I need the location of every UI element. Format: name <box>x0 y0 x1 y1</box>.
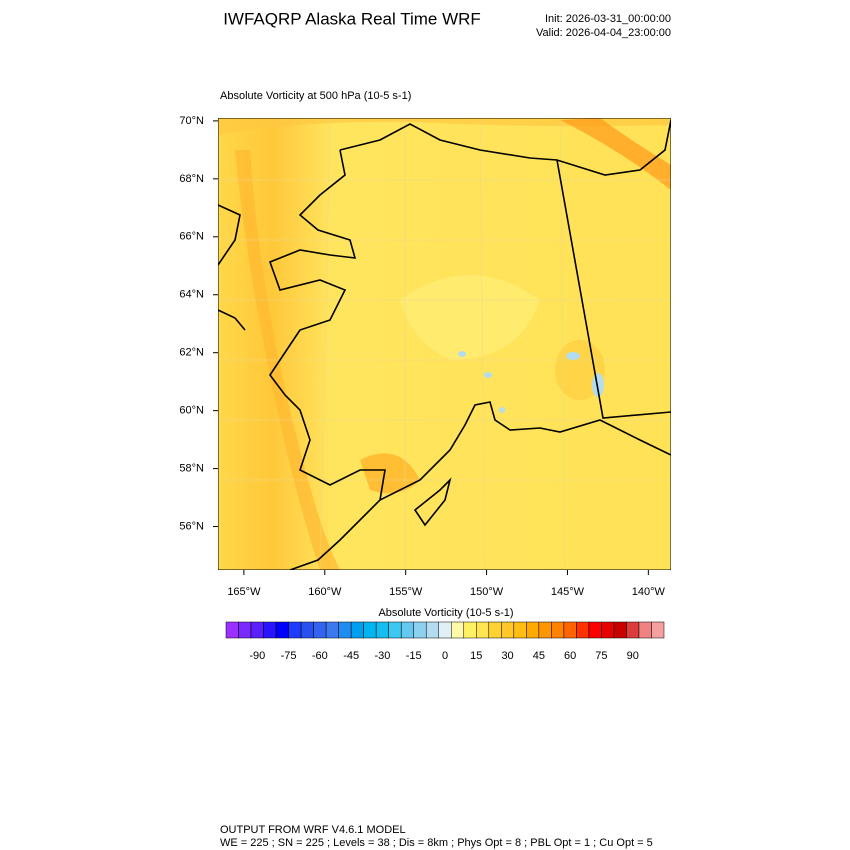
colorbar-box <box>338 621 352 639</box>
lat-tick-label: 64°N <box>179 289 204 301</box>
colorbar-box <box>438 621 452 639</box>
colorbar-box <box>513 621 527 639</box>
colorbar-box <box>400 621 414 639</box>
lat-tick-label: 66°N <box>179 231 204 243</box>
lat-tick-label: 68°N <box>179 173 204 185</box>
lat-tick-label: 62°N <box>179 347 204 359</box>
colorbar-box <box>601 621 615 639</box>
lat-tick-label: 56°N <box>179 520 204 532</box>
lon-tick-label: 165°W <box>227 586 261 598</box>
colorbar-tick-label: -15 <box>406 650 422 662</box>
colorbar-tick-label: -60 <box>312 650 328 662</box>
colorbar-box <box>275 621 289 639</box>
colorbar-box <box>613 621 627 639</box>
colorbar-tick-label: 30 <box>501 650 513 662</box>
lat-tick-label: 70°N <box>179 115 204 127</box>
colorbar-box <box>538 621 552 639</box>
colorbar-tick-label: -45 <box>343 650 359 662</box>
lon-tick-label: 150°W <box>470 586 504 598</box>
colorbar-label: Absolute Vorticity (10-5 s-1) <box>378 607 513 619</box>
colorbar-box <box>413 621 427 639</box>
valid-time: Valid: 2026-04-04_23:00:00 <box>536 27 671 39</box>
lon-tick-label: 145°W <box>551 586 585 598</box>
colorbar-box <box>425 621 439 639</box>
colorbar-box <box>463 621 477 639</box>
colorbar-box <box>638 621 652 639</box>
footer-line: OUTPUT FROM WRF V4.6.1 MODEL <box>220 824 406 836</box>
colorbar-box <box>375 621 389 639</box>
colorbar-box <box>588 621 602 639</box>
colorbar-tick-label: 75 <box>595 650 607 662</box>
footer-line: WE = 225 ; SN = 225 ; Levels = 38 ; Dis … <box>220 837 653 849</box>
lat-tick-label: 60°N <box>179 405 204 417</box>
colorbar-tick-label: 90 <box>627 650 639 662</box>
lon-tick-label: 155°W <box>389 586 423 598</box>
title: IWFAQRP Alaska Real Time WRF <box>223 9 481 28</box>
colorbar-box <box>300 621 314 639</box>
colorbar-tick-label: 0 <box>442 650 448 662</box>
colorbar-tick-label: -75 <box>281 650 297 662</box>
colorbar-tick-label: -90 <box>249 650 265 662</box>
lon-tick-label: 160°W <box>308 586 342 598</box>
colorbar-box <box>263 621 277 639</box>
map-field <box>218 118 671 570</box>
coastline <box>218 119 671 570</box>
colorbar-box <box>325 621 339 639</box>
colorbar-tick-label: 45 <box>533 650 545 662</box>
colorbar-tick-label: 60 <box>564 650 576 662</box>
colorbar-box <box>626 621 640 639</box>
colorbar-box <box>476 621 490 639</box>
colorbar-box <box>501 621 515 639</box>
init-time: Init: 2026-03-31_00:00:00 <box>545 13 671 25</box>
colorbar-box <box>563 621 577 639</box>
colorbar-box <box>288 621 302 639</box>
colorbar-box <box>225 621 239 639</box>
colorbar-box <box>250 621 264 639</box>
colorbar-box <box>488 621 502 639</box>
lon-tick-label: 140°W <box>632 586 666 598</box>
colorbar-box <box>551 621 565 639</box>
colorbar-box <box>313 621 327 639</box>
colorbar-box <box>451 621 465 639</box>
subtitle: Absolute Vorticity at 500 hPa (10-5 s-1) <box>220 90 411 102</box>
colorbar-box <box>350 621 364 639</box>
colorbar-tick-label: 15 <box>470 650 482 662</box>
colorbar-box <box>526 621 540 639</box>
colorbar-box <box>363 621 377 639</box>
colorbar-tick-label: -30 <box>374 650 390 662</box>
lat-tick-label: 58°N <box>179 462 204 474</box>
colorbar-box <box>651 621 665 639</box>
colorbar-box <box>238 621 252 639</box>
colorbar-box <box>388 621 402 639</box>
colorbar-box <box>576 621 590 639</box>
